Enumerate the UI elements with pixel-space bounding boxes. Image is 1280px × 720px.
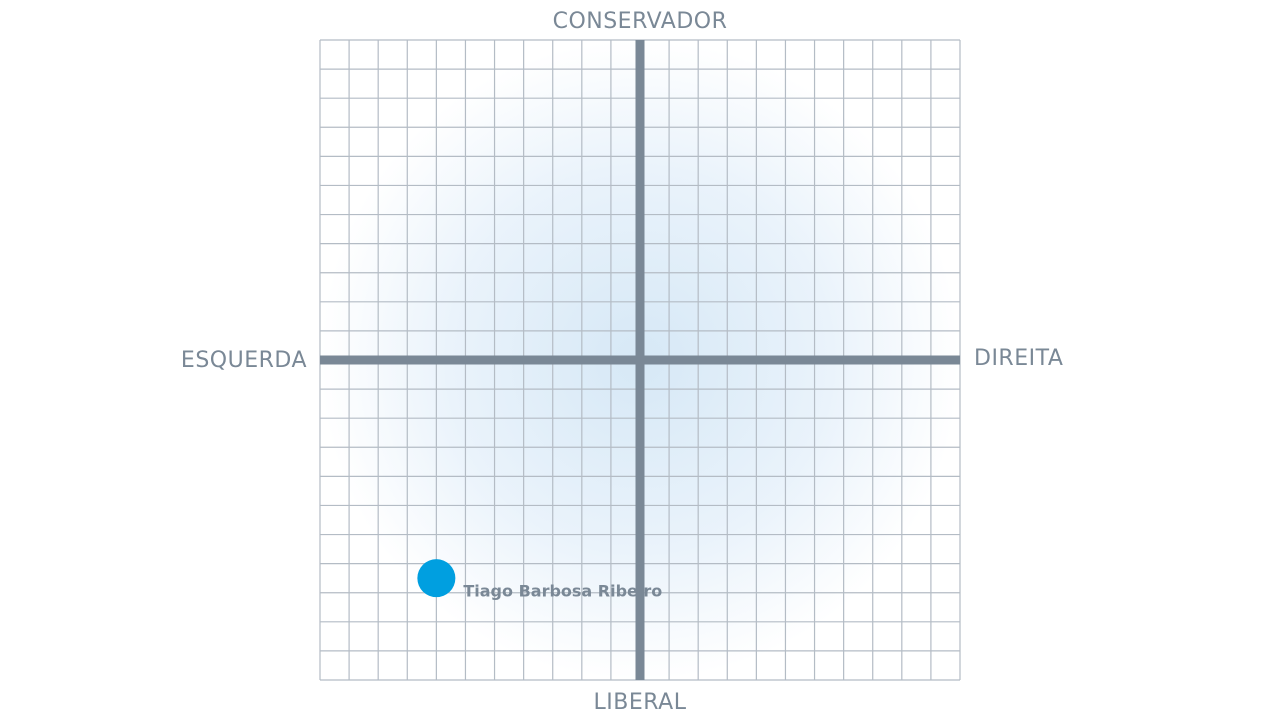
points: Tiago Barbosa Ribeiro <box>417 559 662 601</box>
left-label: ESQUERDA <box>181 348 307 373</box>
top-label: CONSERVADOR <box>553 9 728 34</box>
point-label: Tiago Barbosa Ribeiro <box>463 582 662 601</box>
right-label: DIREITA <box>974 346 1063 371</box>
point <box>417 559 456 598</box>
bottom-label: LIBERAL <box>594 690 687 715</box>
axes <box>320 40 960 680</box>
